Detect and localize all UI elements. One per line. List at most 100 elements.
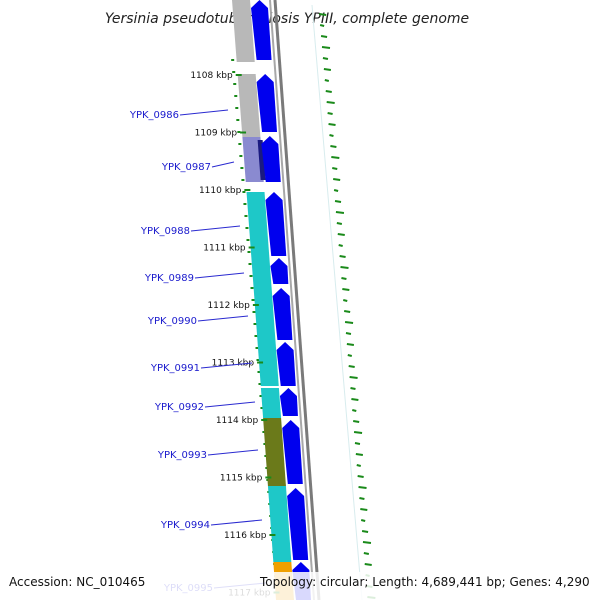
gc-skew-mark: [353, 420, 360, 423]
gc-skew-mark: [348, 365, 355, 368]
gc-skew-mark: [350, 387, 356, 390]
gene-label: YPK_0990: [147, 316, 197, 327]
outer-guide-line: [311, 4, 363, 600]
gc-skew-mark: [356, 464, 361, 467]
kbp-label: 1111 kbp: [203, 244, 246, 254]
footer-backdrop: [0, 572, 600, 600]
kbp-label: 1114 kbp: [216, 416, 259, 426]
gc-skew-mark: [327, 112, 333, 115]
cog-segment: [257, 140, 266, 180]
kbp-label: 1112 kbp: [207, 301, 250, 311]
gc-skew-mark: [362, 541, 372, 544]
gene-leader-line: [211, 161, 235, 168]
gc-skew-mark: [326, 101, 335, 104]
kbp-label: 1110 kbp: [199, 186, 242, 196]
gene-leader-line: [207, 449, 259, 456]
gc-skew-mark: [333, 189, 339, 192]
gc-skew-mark: [361, 530, 369, 533]
gc-skew-mark: [343, 310, 351, 313]
cog-track: [232, 0, 294, 600]
gene-leader-line: [197, 315, 249, 322]
gc-skew-mark: [324, 79, 330, 82]
gene-label: YPK_0988: [140, 226, 190, 237]
cog-segment: [232, 0, 255, 62]
kbp-label: 1113 kbp: [212, 359, 255, 369]
gc-skew-mark: [328, 123, 336, 126]
summary-text: Topology: circular; Length: 4,689,441 bp…: [259, 575, 590, 589]
cds-arrow: [251, 0, 272, 60]
gc-skew-mark: [337, 233, 345, 236]
accession-text: Accession: NC_010465: [9, 575, 145, 589]
cds-arrow: [270, 258, 289, 284]
gc-skew-mark: [323, 68, 332, 71]
gc-skew-mark: [360, 519, 366, 522]
gc-skew-mark: [335, 211, 345, 214]
gene-leader-line: [210, 519, 263, 526]
cog-segment: [263, 418, 286, 486]
gc-skew-mark: [336, 222, 343, 225]
gc-skew-mark: [338, 244, 343, 247]
cog-segment: [246, 192, 272, 288]
gc-skew-mark: [319, 13, 327, 16]
gc-skew-mark: [331, 156, 340, 159]
cog-segment: [237, 74, 261, 137]
gc-skew-outer: [319, 13, 376, 599]
gc-skew-mark: [363, 552, 370, 555]
cds-arrow: [272, 288, 293, 340]
gc-skew-mark: [332, 167, 338, 170]
cds-arrow: [276, 342, 296, 386]
gc-skew-mark: [325, 90, 332, 93]
gc-skew-mark: [347, 354, 353, 357]
gc-skew-mark: [344, 321, 354, 324]
gene-labels: YPK_0986 YPK_0987 YPK_0988 YPK_0989 YPK_0990…: [129, 109, 267, 594]
gc-skew-mark: [345, 332, 352, 335]
gc-skew-mark: [358, 486, 367, 489]
gc-skew-mark: [321, 46, 331, 49]
backbone: [269, 0, 321, 600]
gc-skew-mark: [342, 288, 350, 291]
gc-skew-mark: [355, 453, 364, 456]
gc-skew-mark: [333, 178, 341, 181]
gene-label: YPK_0994: [160, 520, 210, 531]
gc-skew-mark: [357, 475, 364, 478]
cds-arrow: [287, 488, 309, 560]
gc-skew-mark: [320, 35, 328, 38]
kbp-label: 1115 kbp: [220, 474, 263, 484]
gene-label: YPK_0989: [144, 273, 194, 284]
kbp-label: 1116 kbp: [224, 531, 267, 541]
cds-arrow: [282, 420, 303, 484]
gc-skew-mark: [343, 299, 348, 302]
gene-label: YPK_0986: [129, 110, 179, 121]
cog-segment: [267, 486, 292, 562]
gene-label: YPK_0991: [150, 363, 200, 374]
kbp-label: 1108 kbp: [190, 71, 233, 81]
gc-skew-mark: [329, 134, 334, 137]
gc-skew-mark: [340, 266, 349, 269]
gene-label: YPK_0993: [157, 450, 207, 461]
gc-skew-mark: [360, 508, 368, 511]
gc-skew-mark: [352, 409, 357, 412]
cds-arrow: [265, 192, 287, 256]
cds-arrow: [256, 74, 278, 132]
gc-skew-mark: [353, 431, 363, 434]
gc-skew-mark: [349, 376, 358, 379]
gene-leader-line: [190, 225, 241, 232]
gc-skew-mark: [322, 57, 329, 60]
gc-skew-mark: [334, 200, 342, 203]
gc-skew-mark: [364, 563, 372, 566]
cds-arrow: [261, 136, 281, 182]
gc-skew-mark: [319, 24, 325, 27]
gc-skew-mark: [359, 497, 365, 500]
kbp-label: 1109 kbp: [195, 129, 238, 139]
gc-skew-mark: [346, 343, 355, 346]
gene-label: YPK_0987: [161, 162, 211, 173]
gc-skew-mark: [339, 255, 346, 258]
gc-skew-mark: [351, 398, 359, 401]
gc-skew-mark: [330, 145, 337, 148]
gene-leader-line: [179, 109, 229, 116]
map-title: Yersinia pseudotuberculosis YPIII, compl…: [105, 11, 469, 27]
cog-segment: [260, 388, 282, 418]
gc-skew-mark: [341, 277, 347, 280]
gene-leader-line: [194, 272, 245, 279]
